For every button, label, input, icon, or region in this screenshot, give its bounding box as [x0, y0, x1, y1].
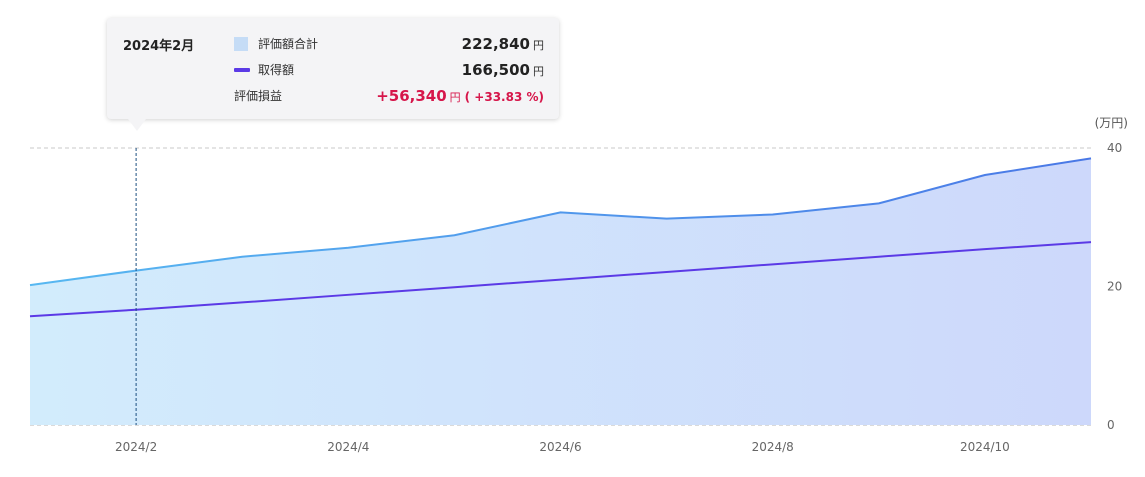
tooltip-row-valuation: 評価額合計 222,840 円 — [234, 34, 544, 54]
gain-unit: 円 — [449, 91, 461, 104]
tooltip-date: 2024年2月 — [123, 39, 195, 54]
valuation-unit: 円 — [533, 39, 544, 52]
x-tick-label-2024-4: 2024/4 — [327, 440, 369, 454]
cost-amount: 166,500 — [461, 61, 530, 79]
tooltip-pointer — [128, 119, 146, 131]
cost-unit: 円 — [533, 65, 544, 78]
y-tick-label-0: 0 — [1107, 418, 1115, 432]
cost-legend-swatch — [234, 68, 250, 72]
y-tick-label-40: 40 — [1107, 141, 1122, 155]
tooltip-row-gain: 評価損益 +56,340 円( +33.83 %) — [234, 86, 544, 106]
gain-percent: ( +33.83 %) — [464, 90, 544, 104]
tooltip-row-cost: 取得額 166,500 円 — [234, 60, 544, 80]
tooltip-label-gain: 評価損益 — [234, 89, 283, 103]
valuation-legend-swatch — [234, 37, 248, 51]
valuation-line — [29, 157, 1092, 287]
x-tick-label-2024-8: 2024/8 — [752, 440, 794, 454]
gain-amount: +56,340 — [376, 87, 447, 105]
valuation-area-fill — [30, 158, 1091, 425]
x-tick-label-2024-2: 2024/2 — [115, 440, 157, 454]
x-tick-label-2024-10: 2024/10 — [960, 440, 1010, 454]
tooltip-value-gain: +56,340 円( +33.83 %) — [376, 86, 544, 105]
chart-tooltip: 2024年2月 評価額合計 222,840 円 取得額 166,500 円 評価損益… — [107, 18, 559, 119]
y-tick-label-20: 20 — [1107, 280, 1122, 294]
valuation-amount: 222,840 — [461, 35, 530, 53]
cost-line — [29, 241, 1092, 318]
y-unit-label: (万円) — [1095, 116, 1128, 130]
tooltip-value-cost: 166,500 円 — [462, 60, 544, 79]
x-tick-label-2024-6: 2024/6 — [539, 440, 581, 454]
tooltip-label-cost: 取得額 — [258, 63, 295, 77]
tooltip-value-valuation: 222,840 円 — [462, 34, 544, 53]
tooltip-label-valuation: 評価額合計 — [258, 37, 319, 51]
